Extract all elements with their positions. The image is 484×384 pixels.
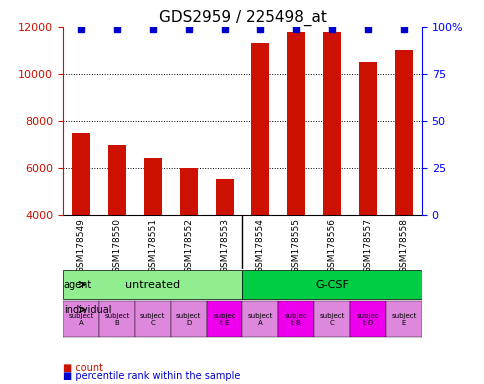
Bar <box>206 301 242 337</box>
Text: agent: agent <box>63 280 92 290</box>
Text: subjec
t E: subjec t E <box>213 313 235 326</box>
Bar <box>242 301 278 337</box>
Text: GSM178555: GSM178555 <box>291 218 300 273</box>
Text: GSM178557: GSM178557 <box>363 218 372 273</box>
Bar <box>242 270 421 299</box>
Bar <box>135 301 170 337</box>
Bar <box>170 301 206 337</box>
Bar <box>63 270 242 299</box>
Title: GDS2959 / 225498_at: GDS2959 / 225498_at <box>158 9 326 25</box>
Bar <box>287 31 305 215</box>
Text: GSM178549: GSM178549 <box>76 218 85 273</box>
Text: GSM178551: GSM178551 <box>148 218 157 273</box>
Text: ■ percentile rank within the sample: ■ percentile rank within the sample <box>63 371 240 381</box>
Bar <box>251 43 269 215</box>
Text: subject
B: subject B <box>104 313 129 326</box>
Bar <box>107 145 125 215</box>
Bar <box>215 179 233 215</box>
Text: subject
C: subject C <box>319 313 344 326</box>
Bar <box>322 31 340 215</box>
Text: subject
D: subject D <box>176 313 201 326</box>
Bar <box>385 301 421 337</box>
Text: GSM178554: GSM178554 <box>256 218 264 273</box>
Text: subjec
t B: subjec t B <box>285 313 307 326</box>
Bar <box>349 301 385 337</box>
Text: individual: individual <box>63 305 111 314</box>
Text: GSM178550: GSM178550 <box>112 218 121 273</box>
Bar <box>63 301 99 337</box>
Text: untreated: untreated <box>125 280 180 290</box>
Text: subject
A: subject A <box>68 313 93 326</box>
Bar <box>314 301 349 337</box>
Text: G-CSF: G-CSF <box>315 280 348 290</box>
Bar <box>179 168 197 215</box>
Bar <box>143 158 161 215</box>
Text: subjec
t D: subjec t D <box>356 313 378 326</box>
Text: GSM178558: GSM178558 <box>399 218 408 273</box>
Text: ■ count: ■ count <box>63 363 103 373</box>
Bar <box>394 50 412 215</box>
Text: GSM178556: GSM178556 <box>327 218 336 273</box>
Text: GSM178553: GSM178553 <box>220 218 228 273</box>
Bar <box>99 301 135 337</box>
Text: subject
C: subject C <box>140 313 165 326</box>
Text: subject
E: subject E <box>391 313 416 326</box>
Text: subject
A: subject A <box>247 313 272 326</box>
Bar <box>358 62 376 215</box>
Text: GSM178552: GSM178552 <box>184 218 193 273</box>
Bar <box>278 301 314 337</box>
Bar <box>72 133 90 215</box>
